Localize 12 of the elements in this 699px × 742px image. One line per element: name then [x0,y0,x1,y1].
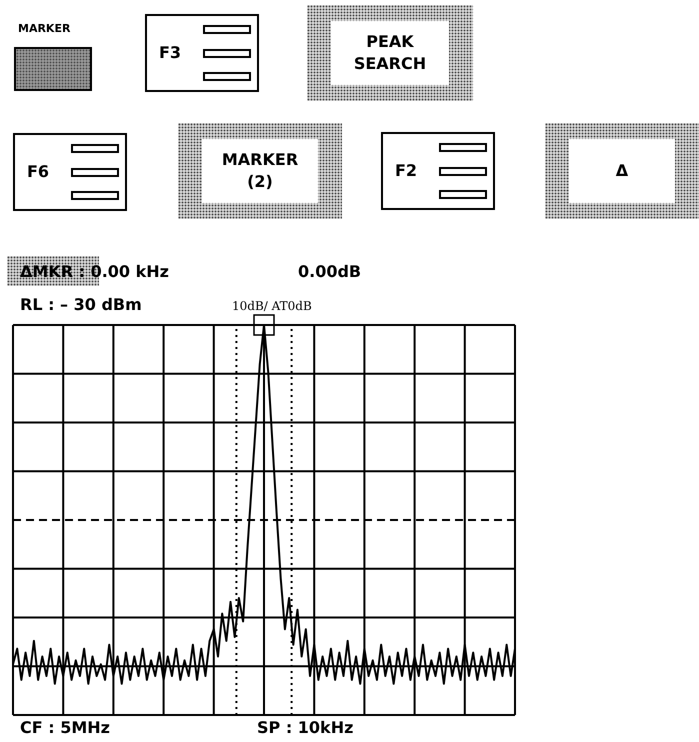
text: MARKER [18,22,70,35]
text: CF : 5MHz [20,718,110,737]
text: 10dB/ AT0dB [232,299,312,313]
text: F2 [395,161,418,180]
text: F3 [159,43,182,62]
text: F6 [27,162,50,181]
text: MARKER (2) [202,139,318,203]
text: RL : – 30 dBm [20,295,142,314]
text: PEAK SEARCH [331,21,449,85]
text: 0.00dB [298,262,362,281]
text: Δ [569,139,675,203]
text: SP : 10kHz [257,718,354,737]
